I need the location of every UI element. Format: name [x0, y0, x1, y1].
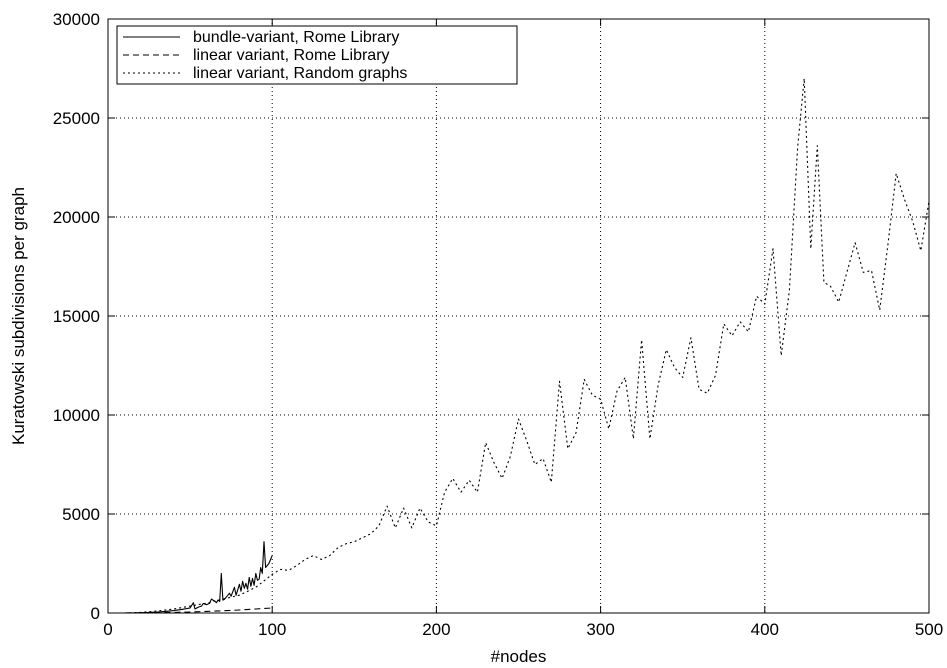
x-tick-label: 300 — [586, 620, 614, 639]
plot-frame — [107, 18, 930, 614]
y-tick-label: 25000 — [53, 109, 100, 128]
series-line-linear-rome — [124, 607, 273, 614]
y-axis-title: Kuratowski subdivisions per graph — [9, 187, 28, 445]
grid-lines — [108, 19, 929, 613]
x-tick-label: 100 — [258, 620, 286, 639]
y-tick-label: 5000 — [62, 505, 100, 524]
y-tick-label: 0 — [91, 604, 100, 623]
x-tick-label: 200 — [422, 620, 450, 639]
x-axis-title: #nodes — [491, 647, 547, 666]
series-layer — [124, 77, 930, 614]
legend-label-linear-random: linear variant, Random graphs — [193, 65, 407, 82]
legend-label-linear-rome: linear variant, Rome Library — [193, 47, 390, 64]
series-line-bundle-rome — [124, 541, 273, 614]
y-tick-label: 30000 — [53, 10, 100, 29]
y-tick-label: 10000 — [53, 406, 100, 425]
y-tick-label: 20000 — [53, 208, 100, 227]
legend: bundle-variant, Rome Library linear vari… — [116, 25, 518, 85]
x-tick-label: 500 — [915, 620, 943, 639]
x-tick-label: 0 — [103, 620, 112, 639]
axis-ticks: 0 100 200 300 400 500050001000015000200002500… — [53, 10, 943, 639]
x-tick-label: 400 — [751, 620, 779, 639]
y-tick-label: 15000 — [53, 307, 100, 326]
series-line-linear-random — [124, 77, 930, 614]
legend-box — [116, 25, 518, 85]
legend-label-bundle-rome: bundle-variant, Rome Library — [193, 29, 399, 46]
